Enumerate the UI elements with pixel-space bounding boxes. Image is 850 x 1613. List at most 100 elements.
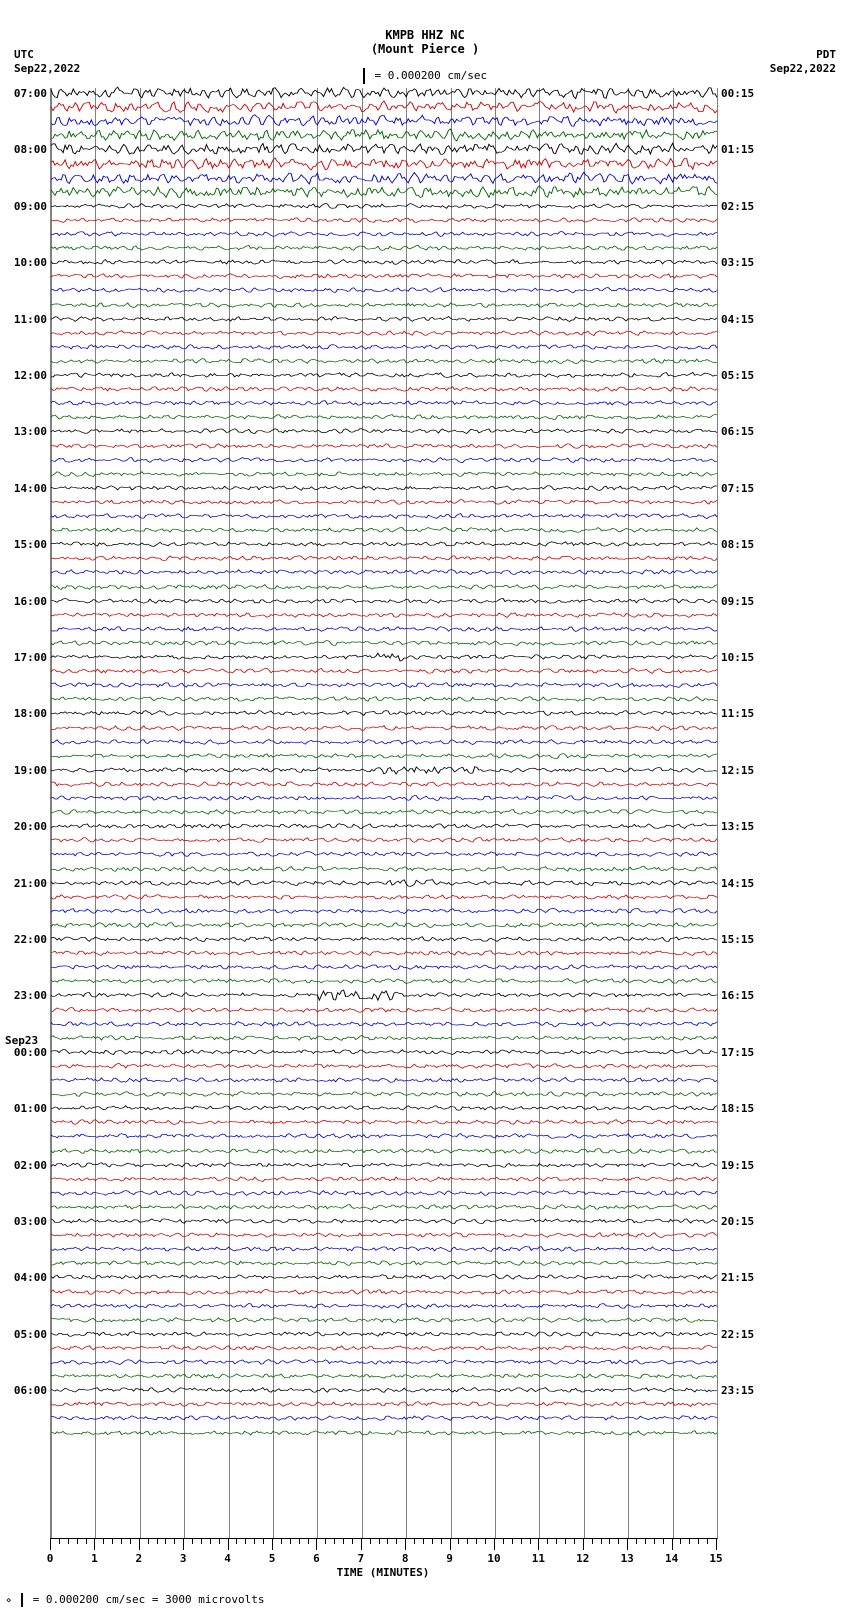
utc-time-label: 07:00: [9, 87, 47, 100]
xtick-minor: [556, 1538, 557, 1544]
waveform: [51, 650, 717, 664]
x-axis-title: TIME (MINUTES): [50, 1566, 716, 1579]
waveform: [51, 523, 717, 537]
utc-time-label: 20:00: [9, 820, 47, 833]
xtick-minor: [370, 1538, 371, 1544]
xtick-major: [50, 1538, 51, 1550]
date-marker: Sep23: [5, 1034, 38, 1047]
xtick-minor: [663, 1538, 664, 1544]
xtick-minor: [680, 1538, 681, 1544]
xtick-major: [139, 1538, 140, 1550]
xtick-minor: [157, 1538, 158, 1544]
utc-time-label: 05:00: [9, 1328, 47, 1341]
waveform: [51, 509, 717, 523]
waveform: [51, 1256, 717, 1270]
xtick-minor: [308, 1538, 309, 1544]
pdt-time-label: 16:15: [721, 989, 759, 1002]
scale-label: = 0.000200 cm/sec: [0, 68, 850, 84]
xtick-minor: [201, 1538, 202, 1544]
waveform: [51, 1299, 717, 1313]
xtick-minor: [236, 1538, 237, 1544]
xtick-major: [627, 1538, 628, 1550]
waveform: [51, 1383, 717, 1397]
xtick-minor: [547, 1538, 548, 1544]
waveform: [51, 1115, 717, 1129]
utc-time-label: 04:00: [9, 1271, 47, 1284]
xtick-minor: [476, 1538, 477, 1544]
xtick-minor: [263, 1538, 264, 1544]
utc-time-label: 22:00: [9, 933, 47, 946]
pdt-time-label: 08:15: [721, 538, 759, 551]
waveform: [51, 312, 717, 326]
waveform: [51, 481, 717, 495]
waveform: [51, 777, 717, 791]
waveform: [51, 1270, 717, 1284]
pdt-time-label: 13:15: [721, 820, 759, 833]
utc-time-label: 00:00: [9, 1046, 47, 1059]
pdt-time-label: 04:15: [721, 313, 759, 326]
waveform: [51, 608, 717, 622]
xtick-minor: [379, 1538, 380, 1544]
xtick-minor: [210, 1538, 211, 1544]
waveform: [51, 1214, 717, 1228]
pdt-time-label: 10:15: [721, 651, 759, 664]
waveform: [51, 424, 717, 438]
pdt-tz-label: PDT: [816, 48, 836, 61]
utc-time-label: 12:00: [9, 369, 47, 382]
waveform: [51, 622, 717, 636]
xtick-label: 13: [621, 1552, 634, 1565]
xtick-label: 11: [532, 1552, 545, 1565]
xtick-minor: [707, 1538, 708, 1544]
utc-time-label: 10:00: [9, 256, 47, 269]
pdt-time-label: 06:15: [721, 425, 759, 438]
xtick-minor: [121, 1538, 122, 1544]
xtick-minor: [103, 1538, 104, 1544]
xtick-major: [228, 1538, 229, 1550]
x-axis: TIME (MINUTES) 0123456789101112131415: [50, 1538, 716, 1578]
xtick-minor: [219, 1538, 220, 1544]
xtick-minor: [86, 1538, 87, 1544]
waveform: [51, 706, 717, 720]
xtick-minor: [396, 1538, 397, 1544]
waveform: [51, 100, 717, 114]
waveform: [51, 1313, 717, 1327]
xtick-minor: [130, 1538, 131, 1544]
xtick-minor: [601, 1538, 602, 1544]
utc-time-label: 21:00: [9, 877, 47, 890]
xtick-minor: [112, 1538, 113, 1544]
waveform: [51, 988, 717, 1002]
pdt-time-label: 22:15: [721, 1328, 759, 1341]
waveform: [51, 636, 717, 650]
waveform: [51, 171, 717, 185]
utc-time-label: 16:00: [9, 595, 47, 608]
waveform: [51, 255, 717, 269]
waveform: [51, 946, 717, 960]
waveform: [51, 580, 717, 594]
footer-note: ⋄ = 0.000200 cm/sec = 3000 microvolts: [6, 1593, 264, 1607]
xtick-minor: [414, 1538, 415, 1544]
waveform: [51, 537, 717, 551]
xtick-minor: [334, 1538, 335, 1544]
waveform: [51, 1355, 717, 1369]
xtick-minor: [592, 1538, 593, 1544]
waveform: [51, 1073, 717, 1087]
xtick-major: [672, 1538, 673, 1550]
pdt-time-label: 19:15: [721, 1159, 759, 1172]
waveform: [51, 1327, 717, 1341]
xtick-minor: [254, 1538, 255, 1544]
waveform: [51, 199, 717, 213]
xtick-major: [583, 1538, 584, 1550]
utc-time-label: 03:00: [9, 1215, 47, 1228]
xtick-minor: [521, 1538, 522, 1544]
xtick-minor: [530, 1538, 531, 1544]
utc-time-label: 01:00: [9, 1102, 47, 1115]
pdt-time-label: 09:15: [721, 595, 759, 608]
xtick-label: 1: [91, 1552, 98, 1565]
waveform: [51, 467, 717, 481]
waveform: [51, 1101, 717, 1115]
xtick-minor: [352, 1538, 353, 1544]
trace-row: [51, 1433, 717, 1447]
waveform: [51, 918, 717, 932]
xtick-minor: [245, 1538, 246, 1544]
waveform: [51, 396, 717, 410]
